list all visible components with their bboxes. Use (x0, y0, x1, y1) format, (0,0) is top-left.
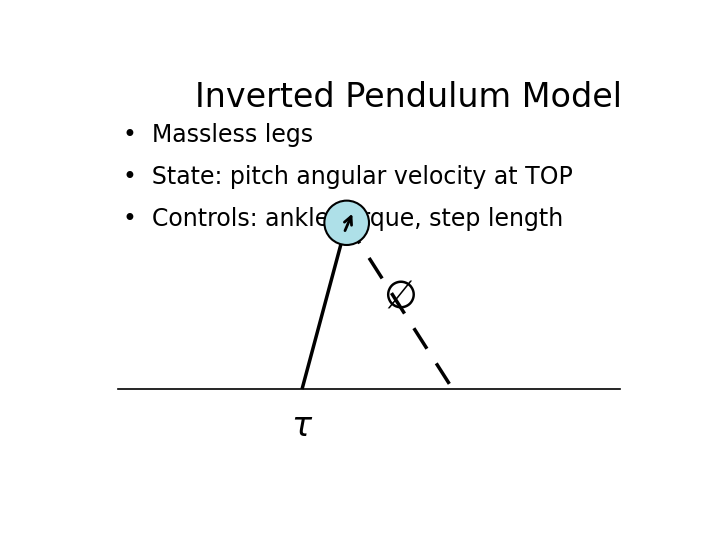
Text: •  Massless legs: • Massless legs (124, 124, 314, 147)
Text: $\tau$: $\tau$ (291, 410, 313, 443)
Text: •  State: pitch angular velocity at TOP: • State: pitch angular velocity at TOP (124, 165, 573, 189)
Ellipse shape (324, 201, 369, 245)
Text: Inverted Pendulum Model: Inverted Pendulum Model (194, 82, 621, 114)
Text: $\varnothing$: $\varnothing$ (383, 279, 416, 316)
Text: •  Controls: ankle torque, step length: • Controls: ankle torque, step length (124, 207, 564, 231)
